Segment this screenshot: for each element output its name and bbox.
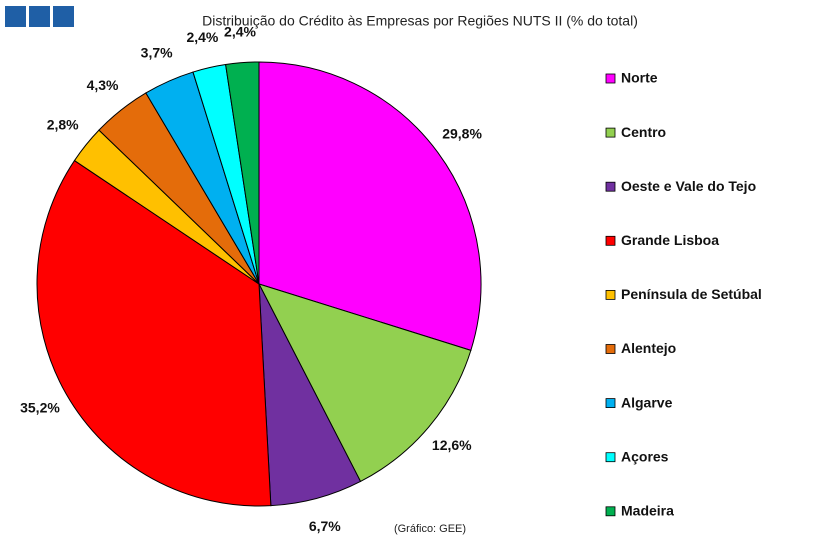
data-label: 2,4% xyxy=(224,23,256,39)
legend-label: Oeste e Vale do Tejo xyxy=(621,178,756,194)
pie-slice xyxy=(258,283,472,483)
legend-label: Madeira xyxy=(621,503,674,519)
data-label: 4,3% xyxy=(87,77,119,93)
legend-label: Açores xyxy=(621,448,669,464)
legend-swatch xyxy=(605,235,616,246)
legend-swatch xyxy=(605,289,616,300)
data-label: 3,7% xyxy=(141,44,173,60)
logo xyxy=(5,6,74,27)
source-note: (Gráfico: GEE) xyxy=(394,523,466,535)
data-label: 29,8% xyxy=(442,125,482,141)
legend-swatch xyxy=(605,73,616,84)
chart-title: Distribuição do Crédito às Empresas por … xyxy=(202,13,638,29)
data-label: 12,6% xyxy=(432,437,472,453)
legend-label: Península de Setúbal xyxy=(621,286,762,302)
legend-label: Centro xyxy=(621,124,666,140)
data-label: 35,2% xyxy=(20,399,60,415)
legend-swatch xyxy=(605,398,616,409)
legend-swatch xyxy=(605,344,616,354)
legend-swatch xyxy=(605,127,616,138)
legend-swatch xyxy=(605,452,616,463)
data-label: 2,8% xyxy=(47,117,79,133)
legend-label: Alentejo xyxy=(621,340,676,356)
pie-slice xyxy=(225,61,260,285)
data-label: 2,4% xyxy=(186,29,218,45)
pie-slice xyxy=(258,61,482,351)
legend-swatch xyxy=(605,181,616,192)
legend-label: Norte xyxy=(621,70,658,86)
legend-label: Algarve xyxy=(621,394,673,410)
legend-label: Grande Lisboa xyxy=(621,232,719,248)
pie-slice xyxy=(36,159,272,507)
legend-swatch xyxy=(605,506,616,517)
data-label: 6,7% xyxy=(309,518,341,534)
